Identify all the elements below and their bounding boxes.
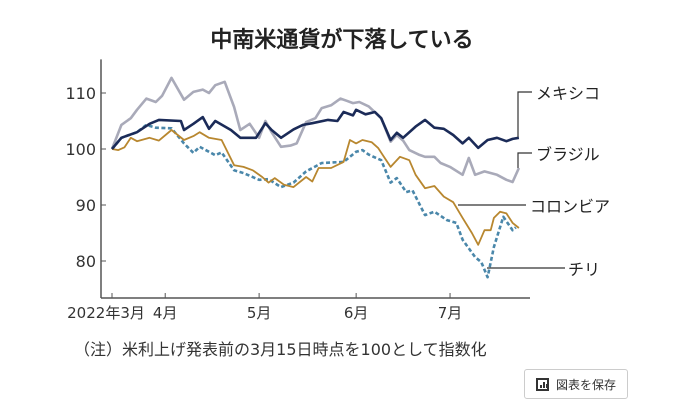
series-line-0 xyxy=(111,108,520,150)
save-chart-button[interactable]: 図表を保存 xyxy=(524,369,628,399)
series-label: ブラジル xyxy=(536,145,600,164)
y-tick-label: 100 xyxy=(65,140,96,159)
series-line-2 xyxy=(111,129,520,246)
series-label: コロンビア xyxy=(530,197,610,216)
series-line-1 xyxy=(110,76,521,184)
x-tick-label: 2022年3月 xyxy=(67,304,145,322)
y-tick-label: 80 xyxy=(76,252,96,271)
leader-line xyxy=(517,152,532,168)
x-tick-label: 5月 xyxy=(247,304,272,322)
save-chart-label: 図表を保存 xyxy=(555,377,616,392)
y-tick-label: 110 xyxy=(65,84,96,103)
series-line-3 xyxy=(111,123,517,279)
x-tick-label: 6月 xyxy=(344,304,369,322)
series-label: チリ xyxy=(568,260,600,279)
bar-chart-icon xyxy=(535,377,549,391)
series-lines xyxy=(110,76,521,279)
series-label: メキシコ xyxy=(536,84,600,103)
leader-line xyxy=(517,91,532,137)
chart-title: 中南米通貨が下落している xyxy=(210,28,474,53)
axes: 80 90 100 110 2022年3月 4月 5月 6月 7月 xyxy=(65,59,530,322)
chart-note: （注）米利上げ発表前の3月15日時点を100として指数化 xyxy=(74,340,487,359)
x-tick-label: 4月 xyxy=(153,304,178,322)
y-tick-label: 90 xyxy=(76,196,96,215)
x-tick-label: 7月 xyxy=(438,304,463,322)
